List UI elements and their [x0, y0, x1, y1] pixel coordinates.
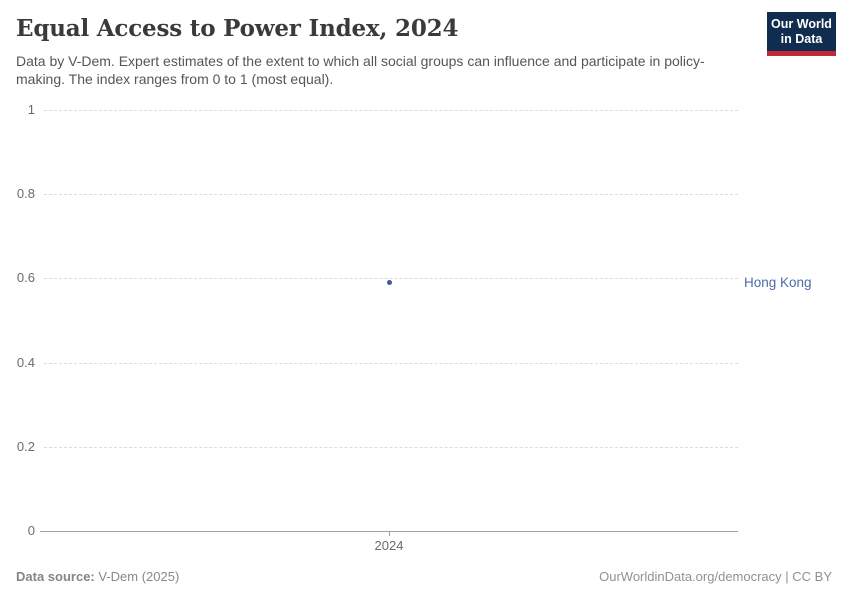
owid-logo-line2: in Data: [780, 32, 823, 46]
data-source-label: Data source:: [16, 569, 95, 584]
y-axis-tick-label: 0: [27, 523, 35, 538]
owid-logo: Our World in Data: [767, 12, 836, 56]
x-axis-tick: [389, 531, 390, 536]
data-point: [386, 280, 392, 286]
chart-subtitle: Data by V-Dem. Expert estimates of the e…: [16, 53, 705, 87]
page-title: Equal Access to Power Index, 2024: [16, 15, 459, 42]
owid-logo-line1: Our World: [771, 17, 832, 31]
gridline: [44, 110, 738, 111]
y-axis-tick-label: 0.4: [16, 354, 35, 370]
attribution: OurWorldinData.org/democracy | CC BY: [599, 569, 832, 584]
gridline: [44, 194, 738, 196]
gridline: [44, 446, 738, 448]
data-source-value: V-Dem (2025): [94, 569, 180, 584]
y-axis-tick-label: 0.2: [16, 438, 35, 454]
y-axis-tick-label: 1: [27, 102, 35, 117]
x-axis-tick-label: 2024: [374, 538, 404, 553]
gridline: [44, 362, 738, 364]
data-source: Data source: V-Dem (2025): [16, 569, 179, 584]
y-axis-tick-label: 0.8: [16, 186, 35, 202]
y-axis-tick-label: 0.6: [16, 270, 35, 286]
gridline: [44, 278, 738, 280]
entity-label: Hong Kong: [744, 274, 812, 290]
